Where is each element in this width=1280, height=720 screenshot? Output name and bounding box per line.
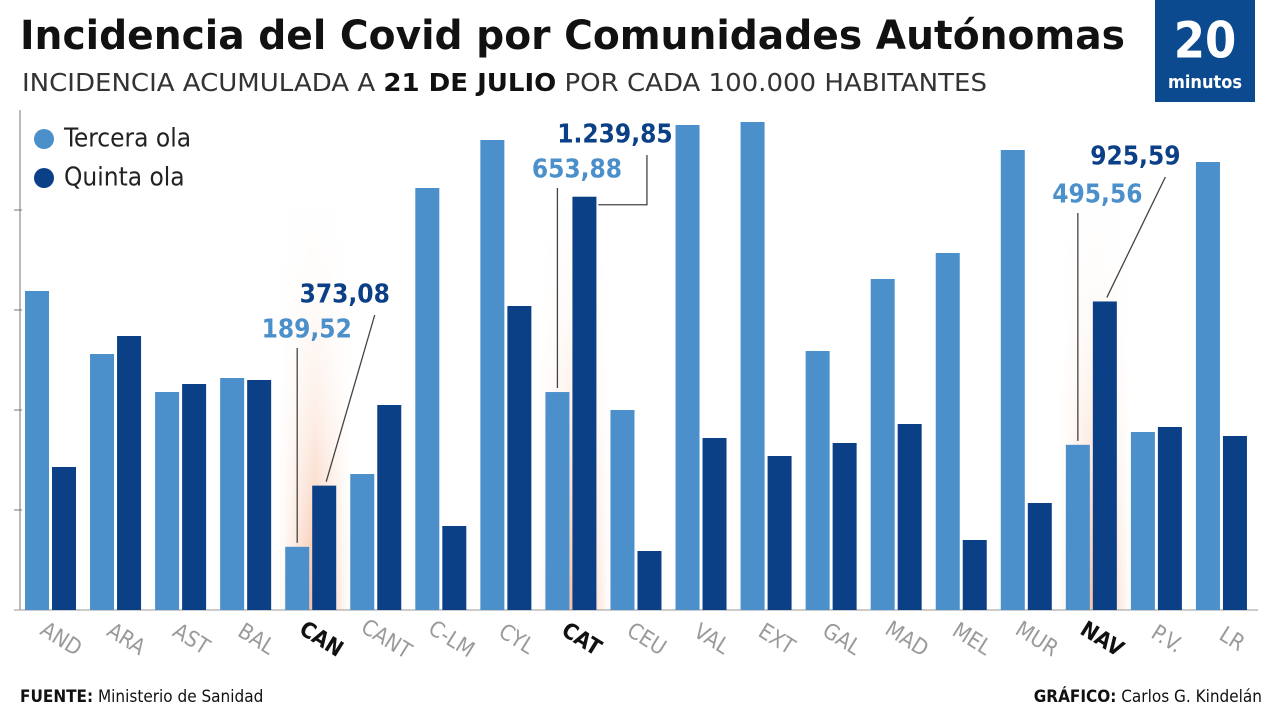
x-tick-label: CEU (622, 618, 670, 661)
bar (572, 196, 597, 610)
bar (675, 125, 700, 610)
legend-label: Quinta ola (64, 163, 185, 193)
bar (1027, 503, 1052, 610)
bar (962, 540, 987, 610)
bar (247, 380, 272, 610)
bar (220, 378, 245, 610)
bar (350, 474, 375, 610)
bar (1195, 162, 1220, 610)
bar (377, 405, 402, 610)
legend-swatch (34, 129, 54, 149)
x-tick-label: LR (1215, 622, 1249, 656)
bar (155, 392, 180, 610)
x-tick-label: VAL (689, 619, 733, 660)
bar (1222, 436, 1247, 610)
bar (637, 551, 662, 610)
bar (702, 438, 727, 610)
x-tick-label: CANT (356, 615, 416, 665)
value-label: 653,88 (532, 155, 622, 185)
legend-swatch (34, 168, 54, 188)
bar (870, 279, 895, 610)
leader-line (598, 155, 648, 206)
x-tick-label: CAT (557, 618, 606, 662)
x-tick-label: C-LM (424, 616, 479, 663)
value-label: 495,56 (1052, 180, 1142, 210)
x-tick-label: EXT (754, 619, 800, 661)
bar (480, 140, 505, 610)
source: FUENTE: Ministerio de Sanidad (20, 687, 263, 707)
x-tick-label: ARA (102, 618, 150, 661)
bar (1000, 150, 1025, 610)
x-tick-label: MUR (1011, 617, 1063, 662)
bar (1092, 301, 1117, 610)
chart-title: Incidencia del Covid por Comunidades Aut… (20, 13, 1125, 59)
x-tick-label: BAL (233, 619, 279, 660)
bar (805, 351, 830, 610)
bar (415, 188, 440, 610)
bar (52, 467, 76, 610)
x-tick-label: GAL (818, 618, 865, 660)
bar (832, 443, 857, 610)
source-label: FUENTE: (20, 687, 93, 707)
subtitle-part: POR CADA 100.000 HABITANTES (556, 68, 987, 97)
logo-number: 20 (1174, 12, 1237, 70)
x-tick-label: AND (36, 617, 86, 661)
logo-text: minutos (1168, 72, 1242, 93)
x-tick-label: MEL (948, 618, 996, 661)
bar (1130, 432, 1155, 610)
bar (767, 456, 792, 610)
leader-line (1106, 176, 1166, 298)
bar (610, 410, 635, 610)
value-label: 925,59 (1090, 142, 1180, 172)
value-label: 1.239,85 (557, 120, 672, 150)
bar (285, 546, 310, 610)
x-tick-label: P.V. (1147, 621, 1187, 659)
subtitle-date: 21 DE JULIO (383, 68, 556, 97)
bar (442, 526, 467, 610)
bar (1157, 427, 1182, 610)
bar (935, 253, 960, 610)
value-label: 373,08 (300, 280, 390, 310)
x-tick-label: CYL (494, 619, 538, 660)
source-text: Ministerio de Sanidad (93, 687, 263, 707)
bar (312, 485, 337, 610)
bar (182, 384, 207, 610)
subtitle-part: INCIDENCIA ACUMULADA A (22, 68, 383, 97)
bar (897, 424, 922, 610)
bar (545, 392, 570, 610)
value-label: 189,52 (262, 315, 352, 345)
bar (25, 291, 49, 610)
x-tick-label: AST (168, 619, 214, 661)
bar (90, 354, 115, 610)
bar (740, 122, 765, 610)
x-tick-label: MAD (880, 617, 932, 663)
x-tick-label: NAV (1076, 617, 1129, 663)
credit-text: Carlos G. Kindelán (1116, 687, 1262, 707)
bar (117, 336, 142, 610)
credit-label: GRÁFICO: (1034, 685, 1117, 707)
x-tick-label: CAN (295, 617, 348, 663)
legend-label: Tercera ola (63, 124, 191, 154)
leader-line (325, 314, 376, 482)
bar (1065, 444, 1090, 610)
chart-subtitle: INCIDENCIA ACUMULADA A 21 DE JULIO POR C… (22, 68, 987, 97)
credit: GRÁFICO: Carlos G. Kindelán (1034, 685, 1262, 707)
bar (507, 306, 532, 610)
logo-box (1155, 0, 1255, 102)
